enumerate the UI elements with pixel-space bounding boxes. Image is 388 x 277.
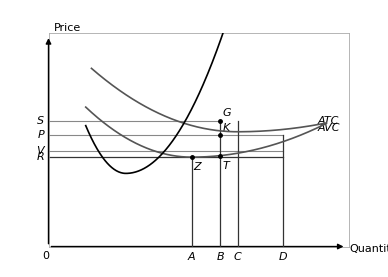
- Text: P: P: [38, 130, 44, 140]
- Text: K: K: [223, 123, 230, 133]
- Text: D: D: [279, 252, 288, 261]
- Text: ATC: ATC: [318, 116, 339, 126]
- Text: G: G: [223, 107, 231, 117]
- Text: 0: 0: [42, 251, 49, 261]
- Text: A: A: [188, 252, 196, 261]
- Text: B: B: [217, 252, 224, 261]
- Text: T: T: [223, 161, 229, 171]
- Text: C: C: [234, 252, 241, 261]
- Text: S: S: [37, 116, 44, 125]
- Text: Quantity: Quantity: [349, 243, 388, 253]
- Text: Price: Price: [54, 23, 81, 33]
- Text: AVC: AVC: [318, 122, 340, 133]
- Text: V: V: [36, 146, 44, 156]
- Text: Z: Z: [193, 162, 201, 172]
- Text: R: R: [36, 152, 44, 162]
